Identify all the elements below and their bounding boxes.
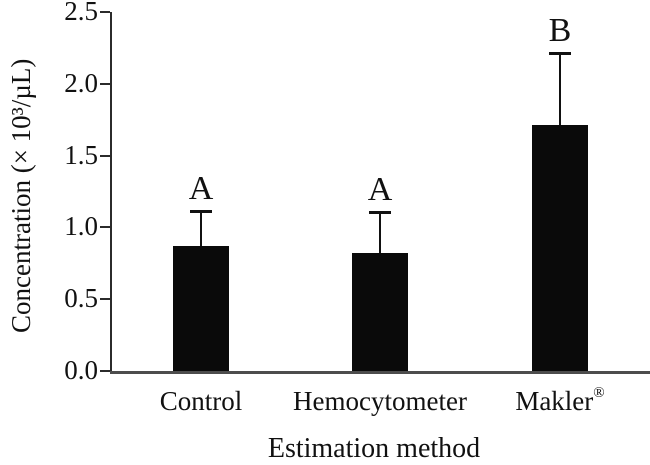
x-category-label: Control: [91, 388, 311, 415]
error-bar-cap: [549, 52, 571, 55]
x-axis-line: [110, 371, 650, 374]
y-tick-mark: [100, 298, 110, 301]
significance-letter: A: [367, 171, 393, 208]
plot-area: 0.0 0.5 1.0 1.5 2.0 2.5 A Control A Hemocytometer…: [64, 0, 650, 415]
error-bar-cap: [190, 210, 212, 213]
x-axis-title: Estimation method: [267, 433, 481, 464]
x-category-label-text: Hemocytometer: [293, 386, 467, 416]
y-tick-mark: [100, 370, 110, 372]
significance-letter: B: [548, 12, 572, 49]
y-axis-title: Concentration (× 10³/µL): [6, 58, 36, 333]
x-category-label: Makler®: [450, 385, 650, 416]
y-axis-line: [110, 12, 112, 371]
y-tick-mark: [100, 82, 110, 85]
y-tick-label: 1.0: [64, 211, 98, 242]
x-category-label: Hemocytometer: [270, 388, 490, 415]
y-tick-mark: [100, 11, 110, 13]
y-tick-mark: [100, 154, 110, 157]
error-bar-line: [200, 212, 202, 246]
y-tick-label: 0.5: [64, 283, 98, 314]
data-bar: [352, 253, 408, 371]
error-bar-line: [559, 54, 561, 125]
y-tick-mark: [100, 226, 110, 229]
error-bar-cap: [369, 211, 391, 214]
error-bar-line: [379, 213, 381, 253]
y-tick-label: 0.0: [64, 355, 98, 385]
y-tick-label: 2.0: [64, 67, 98, 98]
y-tick-label: 1.5: [64, 139, 98, 170]
x-category-label-text: Control: [159, 386, 243, 416]
y-tick-label: 2.5: [64, 0, 98, 26]
significance-letter: A: [188, 170, 214, 207]
data-bar: [173, 246, 229, 371]
x-category-label-text: Makler: [515, 386, 594, 416]
data-bar: [532, 125, 588, 371]
registered-trademark-mark: ®: [593, 385, 605, 401]
